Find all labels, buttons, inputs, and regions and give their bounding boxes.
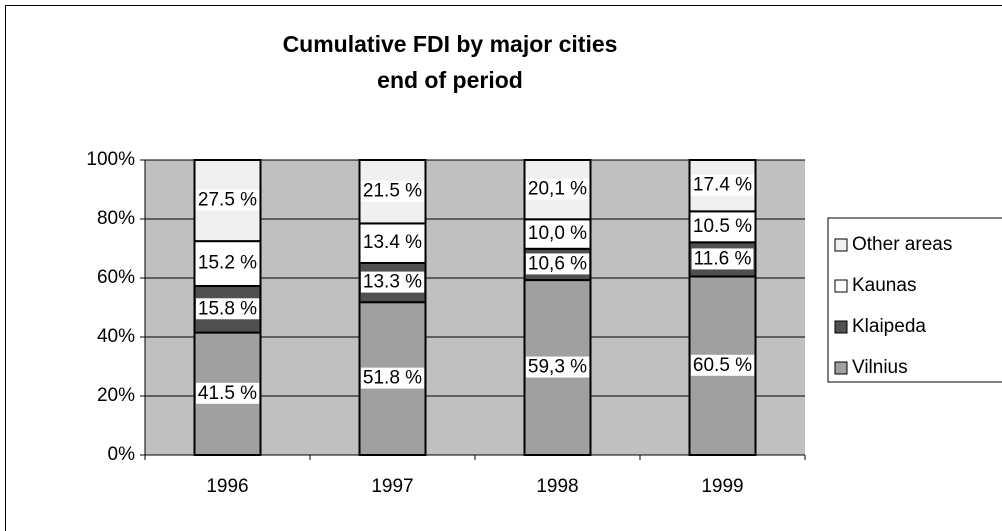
data-label: 15.2 % [198,253,257,274]
data-label: 13.3 % [363,272,422,293]
data-label-background [360,232,425,254]
data-label-background [195,382,260,404]
data-label-background [360,367,425,389]
y-tick-label: 80% [97,208,135,229]
y-tick-label: 0% [108,444,136,465]
legend-swatch [834,238,848,252]
data-label: 10.5 % [693,216,752,237]
legend-label: Klaipeda [852,316,926,337]
legend-swatch [834,320,848,334]
data-label-background [195,189,260,211]
chart-subtitle: end of period [377,67,523,93]
x-tick-label: 1998 [536,476,578,497]
data-label-background [360,271,425,293]
data-label: 17.4 % [693,175,752,196]
data-label: 20,1 % [528,179,587,200]
data-label-background [525,223,590,245]
data-label: 27.5 % [198,190,257,211]
data-label-background [525,356,590,378]
data-label: 59,3 % [528,357,587,378]
legend-box [827,217,1002,383]
data-label-background [525,178,590,200]
y-tick-label: 20% [97,385,135,406]
data-label: 51.8 % [363,368,422,389]
y-tick-label: 100% [86,149,135,170]
chart-title: Cumulative FDI by major cities [283,31,618,57]
data-label-background [690,174,755,196]
data-label-background [690,354,755,376]
legend-label: Other areas [852,234,952,255]
data-label-background [360,180,425,202]
data-label: 15.8 % [198,298,257,319]
data-label-background [525,253,590,275]
data-label-background [195,252,260,274]
data-label: 21.5 % [363,181,422,202]
legend-label: Vilnius [852,357,908,378]
legend-swatch [834,361,848,375]
data-label: 60.5 % [693,355,752,376]
data-label-background [195,298,260,320]
legend-swatch [834,279,848,293]
data-label: 13.4 % [363,232,422,253]
x-tick-label: 1997 [371,476,413,497]
legend-label: Kaunas [852,275,916,296]
y-tick-label: 40% [97,326,135,347]
data-label: 41.5 % [198,383,257,404]
data-label: 11.6 % [694,248,752,269]
x-tick-label: 1996 [206,476,248,497]
y-tick-label: 60% [97,267,135,288]
data-label: 10,0 % [528,223,587,244]
data-label: 10,6 % [528,253,587,274]
data-label-background [690,215,755,237]
x-tick-label: 1999 [701,476,743,497]
data-label-background [691,248,754,270]
